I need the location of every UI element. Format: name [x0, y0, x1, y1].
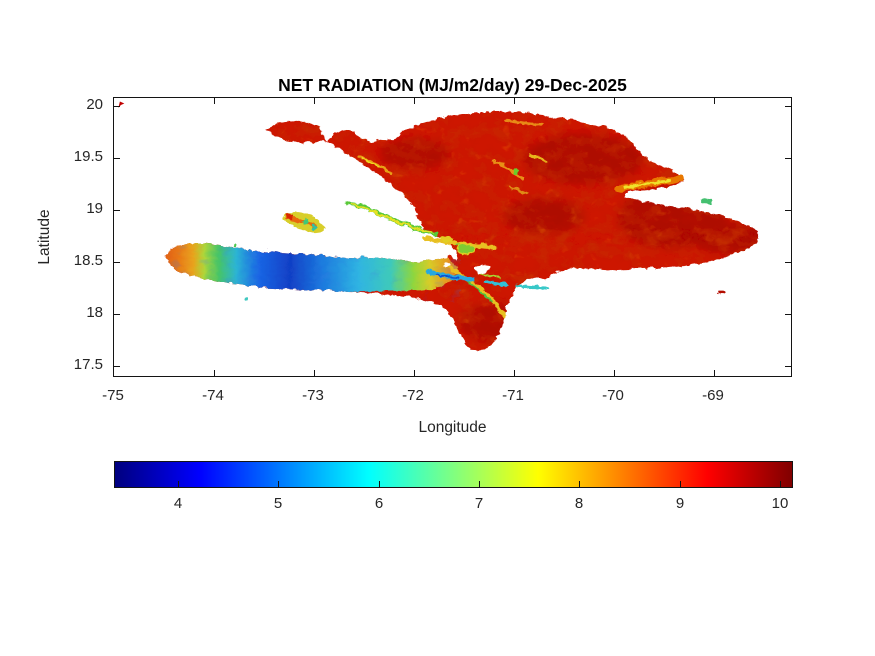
- colorbar-tick-label: 9: [675, 495, 685, 512]
- x-tick-label: -74: [202, 387, 224, 404]
- x-tick: [414, 98, 415, 104]
- y-tick-label: 20: [86, 96, 103, 113]
- colorbar-tick-label: 7: [474, 495, 484, 512]
- x-tick: [514, 370, 515, 376]
- y-tick: [785, 314, 791, 315]
- colorbar-tick-label: 8: [574, 495, 584, 512]
- y-tick-label: 19.5: [73, 148, 103, 165]
- valley-cyan-streaks: [424, 268, 548, 289]
- peninsula-blue-texture: [174, 238, 434, 295]
- x-tick-label: -70: [602, 387, 624, 404]
- hispaniola-radiation-map: [118, 101, 759, 350]
- x-tick-label: -69: [702, 387, 724, 404]
- x-tick: [214, 370, 215, 376]
- y-tick: [785, 210, 791, 211]
- colorbar-tick: [479, 481, 480, 487]
- colorbar-tick-label: 10: [771, 495, 789, 512]
- x-tick: [714, 98, 715, 104]
- y-tick: [114, 106, 120, 107]
- small-islands: [232, 242, 725, 300]
- y-tick: [114, 158, 120, 159]
- colorbar-tick: [379, 481, 380, 487]
- colorbar-tick: [278, 481, 279, 487]
- lake-enriquillo-and-saumatre: [442, 261, 490, 273]
- colorbar-tick-label: 5: [273, 495, 283, 512]
- x-tick-label: -71: [502, 387, 524, 404]
- x-tick-label: -75: [102, 387, 124, 404]
- colorbar-tick: [579, 481, 580, 487]
- map-plot-area: [113, 97, 792, 377]
- colorbar-tick-label: 6: [374, 495, 384, 512]
- x-tick: [414, 370, 415, 376]
- y-tick: [785, 262, 791, 263]
- y-tick: [114, 262, 120, 263]
- y-tick: [785, 366, 791, 367]
- y-tick: [114, 210, 120, 211]
- x-axis-label: Longitude: [418, 419, 487, 436]
- x-tick: [514, 98, 515, 104]
- radiation-texture: [165, 109, 759, 350]
- samana-peninsula-streak: [614, 172, 683, 191]
- colorbar-tick: [178, 481, 179, 487]
- y-tick: [114, 366, 120, 367]
- x-tick-label: -72: [402, 387, 424, 404]
- y-tick-label: 19: [86, 200, 103, 217]
- y-tick: [114, 314, 120, 315]
- colorbar-tick: [680, 481, 681, 487]
- gonave-island: [281, 210, 324, 232]
- x-tick-label: -73: [302, 387, 324, 404]
- mountain-ridge-streaks: [343, 117, 712, 317]
- x-tick: [214, 98, 215, 104]
- x-tick: [614, 98, 615, 104]
- colorbar-tick: [780, 481, 781, 487]
- corner-artifact: [118, 101, 125, 108]
- y-tick-label: 17.5: [73, 356, 103, 373]
- y-tick: [785, 158, 791, 159]
- x-tick: [714, 370, 715, 376]
- x-tick: [614, 370, 615, 376]
- colorbar-tick-label: 4: [173, 495, 183, 512]
- y-axis-label: Latitude: [36, 209, 53, 265]
- chart-title: NET RADIATION (MJ/m2/day) 29-Dec-2025: [278, 75, 627, 95]
- colorbar: [114, 461, 793, 488]
- x-tick: [314, 370, 315, 376]
- y-tick-label: 18.5: [73, 252, 103, 269]
- y-tick-label: 18: [86, 304, 103, 321]
- x-tick: [314, 98, 315, 104]
- y-tick: [785, 106, 791, 107]
